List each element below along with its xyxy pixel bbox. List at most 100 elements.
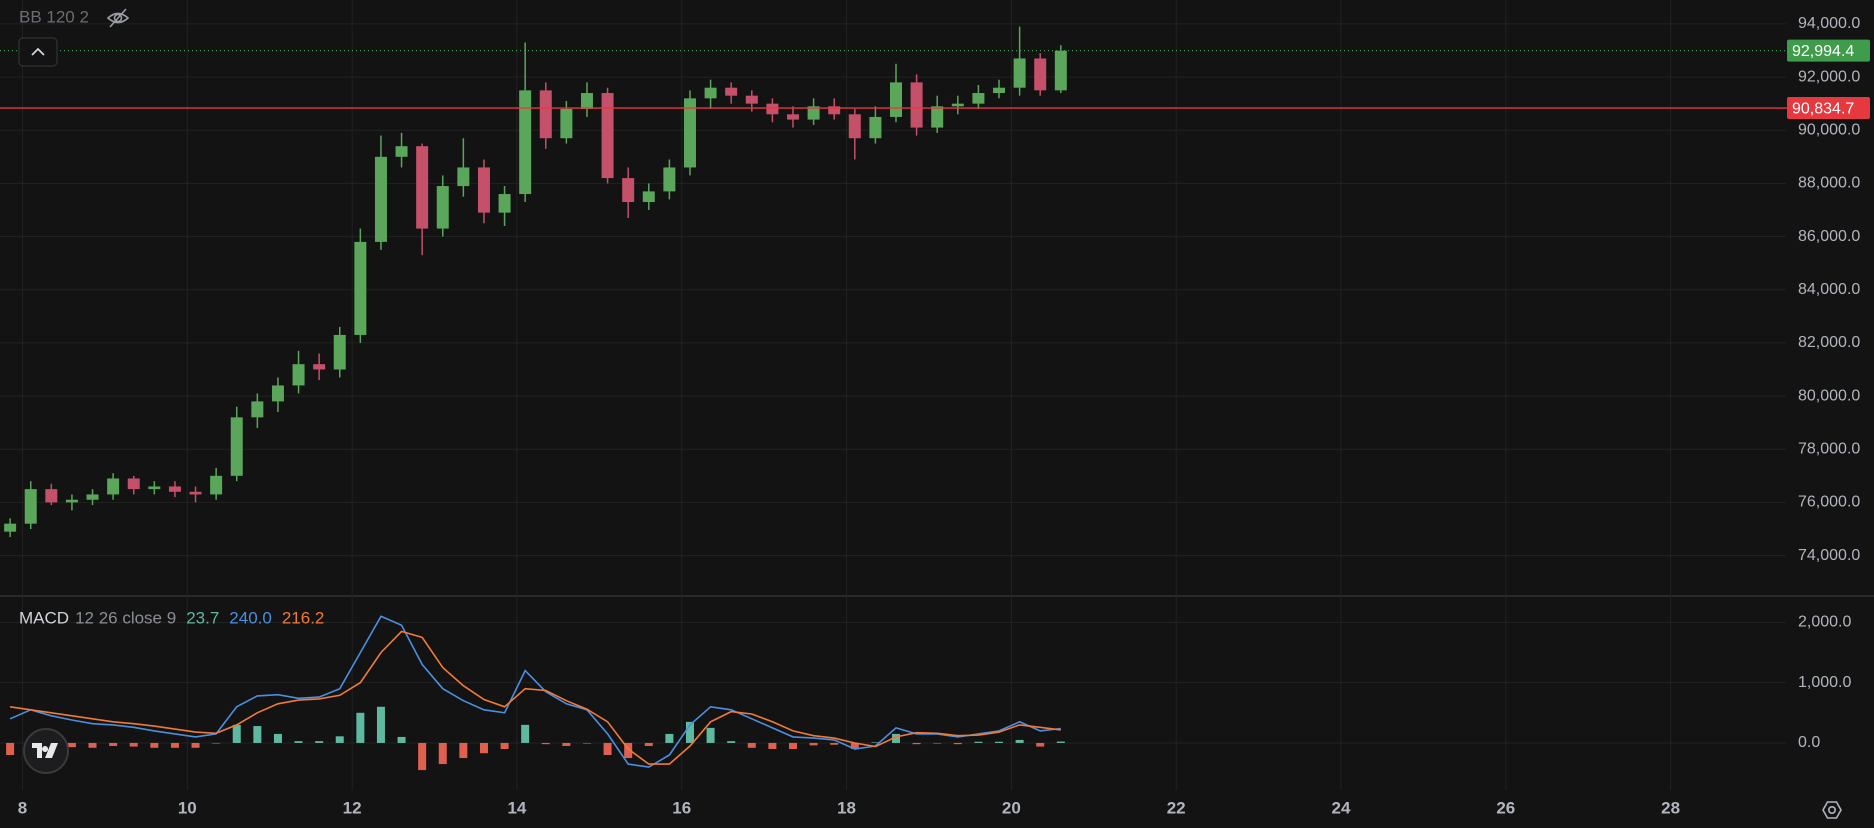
- candle-body: [127, 478, 140, 490]
- histogram-bar: [356, 712, 365, 743]
- histogram-bar: [418, 742, 427, 771]
- grid: [0, 0, 1786, 790]
- candle-body: [519, 90, 532, 195]
- histogram-bar: [850, 742, 859, 749]
- candle-body: [210, 475, 223, 495]
- collapse-button[interactable]: [18, 37, 58, 67]
- hide-icon[interactable]: [106, 8, 130, 28]
- y-tick-label: 74,000.0: [1798, 547, 1860, 564]
- histogram-bar: [253, 726, 262, 743]
- x-tick-label: 8: [18, 798, 27, 817]
- candle-body: [745, 95, 758, 104]
- signal-last: 216.2: [282, 608, 325, 627]
- x-tick-label: 24: [1332, 798, 1351, 817]
- histogram-bar: [67, 742, 76, 748]
- candle-body: [4, 523, 17, 532]
- histogram-bar: [459, 742, 468, 759]
- x-tick-label: 26: [1496, 798, 1515, 817]
- histogram-bar: [397, 736, 406, 743]
- histogram-bar: [912, 742, 921, 745]
- histogram-bar: [335, 736, 344, 743]
- candle-body: [457, 167, 470, 187]
- histogram-bar: [1056, 741, 1065, 743]
- candle-body: [683, 98, 696, 168]
- marks: [0, 26, 1790, 771]
- x-tick-label: 12: [343, 798, 362, 817]
- x-tick-label: 10: [178, 798, 197, 817]
- candle-body: [65, 499, 78, 503]
- candle-body: [498, 194, 511, 213]
- macd-last: 240.0: [229, 608, 272, 627]
- candle-body: [807, 106, 820, 120]
- candle-body: [45, 489, 58, 503]
- candle-body: [931, 106, 944, 128]
- histogram-bar: [706, 727, 715, 743]
- y-tick-label: 90,000.0: [1798, 121, 1860, 138]
- y-tick-label: 84,000.0: [1798, 281, 1860, 298]
- macd-line: [9, 615, 1061, 768]
- y-tick-label: 2,000.0: [1798, 614, 1851, 631]
- price-tag-label: 92,994.4: [1792, 43, 1854, 60]
- histogram-bar: [212, 742, 221, 744]
- labels: 74,000.0 76,000.0 78,000.0 80,000.0 8 2,000.0…: [18, 15, 1870, 817]
- histogram-bar: [273, 733, 282, 743]
- histogram-bar: [6, 742, 15, 756]
- candle-body: [601, 93, 614, 179]
- y-tick-label: 1,000.0: [1798, 674, 1851, 691]
- candle-body: [580, 93, 593, 109]
- macd-params: 12 26 close 9: [75, 608, 176, 627]
- x-tick-label: 28: [1661, 798, 1680, 817]
- candle-body: [828, 106, 841, 115]
- y-tick-label: 78,000.0: [1798, 440, 1860, 457]
- indicator-label: BB 120 2: [19, 7, 89, 26]
- histogram-bar: [1015, 739, 1024, 743]
- histogram-bar: [685, 721, 694, 743]
- histogram-bar: [582, 742, 591, 744]
- histogram-bar: [129, 742, 138, 747]
- histogram-bar: [191, 742, 200, 748]
- candle-body: [395, 146, 408, 157]
- y-tick-label: 76,000.0: [1798, 494, 1860, 511]
- histogram-bar: [521, 724, 530, 743]
- histogram-bar: [892, 733, 900, 743]
- candle-body: [725, 87, 738, 96]
- histogram-bar: [88, 742, 97, 748]
- logo[interactable]: [23, 728, 69, 774]
- histogram-bar: [665, 733, 674, 743]
- histogram-bar: [788, 742, 797, 749]
- candle-body: [642, 191, 655, 203]
- y-tick-label: 80,000.0: [1798, 387, 1860, 404]
- candle-body: [230, 417, 243, 476]
- candle-body: [972, 93, 985, 104]
- candle-body: [107, 478, 120, 495]
- histogram-bar: [953, 742, 962, 745]
- candle-body: [354, 241, 367, 335]
- candle-body: [560, 108, 573, 139]
- histogram-bar: [479, 742, 488, 754]
- histogram-bar: [603, 742, 612, 756]
- x-tick-label: 14: [507, 798, 526, 817]
- candle-body: [333, 334, 346, 370]
- histogram-bar: [438, 742, 447, 765]
- histogram-bar: [541, 742, 550, 745]
- y-tick-label: 0.0: [1798, 734, 1820, 751]
- histogram-bar: [809, 742, 818, 746]
- histogram-bar: [830, 742, 839, 745]
- candle-body: [766, 103, 779, 115]
- histogram-bar: [974, 741, 983, 743]
- settings-icon[interactable]: [1822, 801, 1842, 819]
- candle-body: [24, 489, 37, 524]
- candle-body: [477, 167, 490, 213]
- candle-body: [1054, 50, 1067, 91]
- candle-body: [1013, 58, 1026, 88]
- x-tick-label: 22: [1167, 798, 1186, 817]
- histogram-bar: [624, 742, 633, 759]
- histogram-bar: [871, 742, 880, 743]
- price-tag: [1787, 97, 1870, 120]
- candle-body: [848, 114, 861, 139]
- histogram-bar: [768, 742, 777, 749]
- histogram-bar: [1036, 742, 1045, 747]
- histogram-bar: [294, 741, 303, 743]
